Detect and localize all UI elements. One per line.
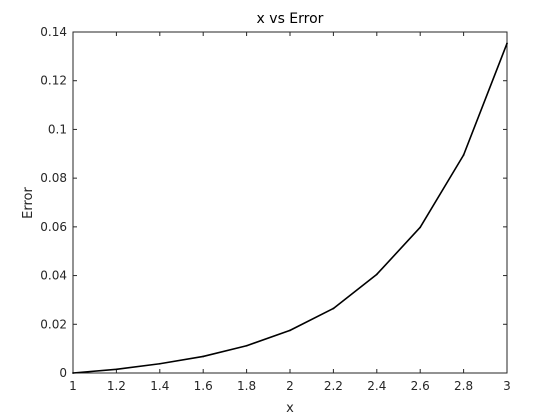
y-tick-label: 0.06 (40, 220, 67, 234)
x-axis-label: x (286, 401, 294, 416)
y-axis-label: Error (21, 187, 36, 219)
y-tick-label: 0.02 (40, 317, 67, 331)
data-point (202, 355, 205, 358)
x-tick-label: 1.2 (107, 379, 126, 393)
x-tick-label: 1.6 (194, 379, 213, 393)
x-tick-label: 3 (503, 379, 511, 393)
y-axis-ticks: 0 0.02 0.04 0.06 0.08 0.1 0.12 0.14 (40, 25, 507, 380)
data-point (289, 329, 291, 332)
y-tick-label: 0.14 (40, 25, 67, 39)
x-tick-label: 2 (286, 379, 294, 393)
x-tick-label: 2.8 (454, 379, 473, 393)
data-point (332, 307, 335, 310)
y-tick-label: 0.12 (40, 74, 67, 88)
data-point (462, 154, 465, 156)
x-tick-label: 1 (69, 379, 77, 393)
x-tick-label: 2.4 (367, 379, 386, 393)
y-tick-label: 0.1 (48, 122, 67, 136)
x-tick-label: 1.8 (237, 379, 256, 393)
x-tick-label: 1.4 (150, 379, 169, 393)
data-point (115, 368, 118, 371)
y-tick-label: 0.08 (40, 171, 67, 185)
data-point (506, 42, 508, 45)
data-point (419, 226, 422, 229)
y-tick-label: 0 (59, 366, 67, 380)
plot-area (72, 31, 508, 374)
y-tick-label: 0.04 (40, 269, 67, 283)
data-point (245, 344, 248, 347)
series-layer (72, 42, 508, 374)
x-tick-label: 2.2 (324, 379, 343, 393)
data-point (158, 362, 161, 365)
chart-title: x vs Error (257, 11, 324, 27)
data-point (375, 273, 378, 276)
x-tick-label: 2.6 (411, 379, 430, 393)
data-point (72, 372, 74, 374)
x-axis-ticks: 1 1.2 1.4 1.6 1.8 2 2.2 2.4 2.6 2.8 3 (69, 32, 511, 393)
